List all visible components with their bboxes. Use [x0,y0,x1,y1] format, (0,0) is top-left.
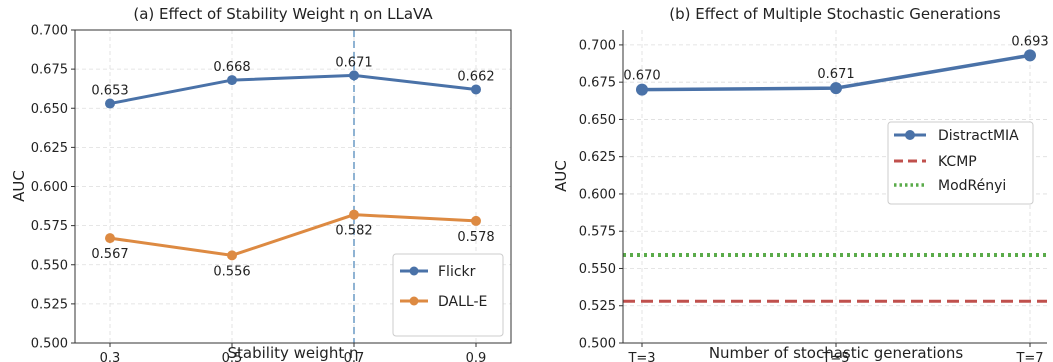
x-tick-label: T=3 [627,351,655,362]
data-point [105,98,115,109]
series-line-flickr [109,73,477,106]
data-point [227,250,237,261]
chart-b-legend-distractmia-marker [905,130,915,140]
chart-a-x-label: Stability weight η [228,344,359,362]
y-tick-label: 0.575 [31,219,68,234]
data-label: 0.671 [335,55,372,70]
y-tick-label: 0.550 [31,258,68,273]
x-tick-label: T=5 [821,351,849,362]
y-tick-label: 0.650 [579,113,616,128]
chart-b: (b) Effect of Multiple Stochastic Genera… [552,5,1049,362]
chart-b-series: 0.670 0.671 0.693 [623,34,1049,96]
x-tick-label: T=7 [1015,351,1043,362]
data-point [830,82,842,95]
chart-b-y-label: AUC [552,160,570,192]
y-tick-label: 0.600 [31,180,68,195]
chart-b-legend-box [887,121,1034,205]
chart-b-legend-distractmia: DistractMIA [938,128,1019,144]
chart-b-legend-kcmp: KCMP [938,154,977,170]
chart-a-legend-flickr-marker [409,266,419,276]
chart-a-x-ticks: 0.3 0.5 0.7 0.9 [100,343,487,362]
chart-b-x-label: Number of stochastic generations [709,344,964,362]
data-label: 0.567 [91,247,128,262]
x-tick-label: 0.7 [344,351,365,362]
data-label: 0.670 [623,69,660,84]
y-tick-label: 0.700 [579,38,616,53]
chart-b-legend-modrenyi: ModRényi [938,178,1006,194]
chart-a-title: (a) Effect of Stability Weight η on LLaV… [133,5,433,23]
y-tick-label: 0.675 [31,63,68,78]
y-tick-label: 0.575 [579,225,616,240]
chart-b-y-ticks: 0.500 0.525 0.550 0.575 0.600 0.625 0.650 0.675… [579,38,623,352]
series-line-dalle [109,213,477,257]
data-point [636,83,648,96]
data-point [349,209,359,220]
data-point [349,70,359,81]
chart-b-x-ticks: T=3 T=5 T=7 [627,343,1044,362]
data-label: 0.662 [457,69,494,84]
data-label: 0.668 [213,60,250,75]
y-tick-label: 0.650 [31,102,68,117]
y-tick-label: 0.600 [579,187,616,202]
x-tick-label: 0.5 [222,351,243,362]
data-label: 0.582 [335,224,372,239]
data-point [105,233,115,244]
y-tick-label: 0.625 [31,141,68,156]
chart-a: (a) Effect of Stability Weight η on LLaV… [10,5,512,362]
y-tick-label: 0.625 [579,150,616,165]
chart-b-baselines [623,253,1047,303]
x-tick-label: 0.9 [466,351,487,362]
y-tick-label: 0.675 [579,76,616,91]
chart-b-title: (b) Effect of Multiple Stochastic Genera… [669,5,1001,23]
y-tick-label: 0.700 [31,24,68,39]
y-tick-label: 0.550 [579,262,616,277]
chart-a-legend: Flickr DALL-E [392,253,504,337]
chart-a-legend-dalle-marker [409,296,419,306]
chart-a-legend-dalle: DALL-E [438,294,487,310]
chart-b-legend: DistractMIA KCMP ModRényi [887,121,1034,205]
y-tick-label: 0.525 [31,297,68,312]
data-label: 0.578 [457,230,494,245]
data-label: 0.556 [213,264,250,279]
y-tick-label: 0.525 [579,299,616,314]
chart-a-legend-box [392,253,504,337]
y-tick-label: 0.500 [31,337,68,352]
data-point [471,84,481,95]
chart-a-y-ticks: 0.500 0.525 0.550 0.575 0.600 0.625 0.650 0.675… [31,24,75,352]
data-label: 0.671 [817,67,854,82]
data-point [227,75,237,86]
data-point [471,215,481,226]
x-tick-label: 0.3 [100,351,121,362]
data-label: 0.653 [91,84,128,99]
chart-a-y-label: AUC [10,170,28,202]
data-point [1024,49,1036,62]
y-tick-label: 0.500 [579,337,616,352]
chart-a-series: 0.653 0.668 0.671 0.662 0.567 0.556 0.582 0.578 [91,55,494,279]
chart-a-legend-flickr: Flickr [438,264,476,280]
data-label: 0.693 [1011,34,1048,49]
